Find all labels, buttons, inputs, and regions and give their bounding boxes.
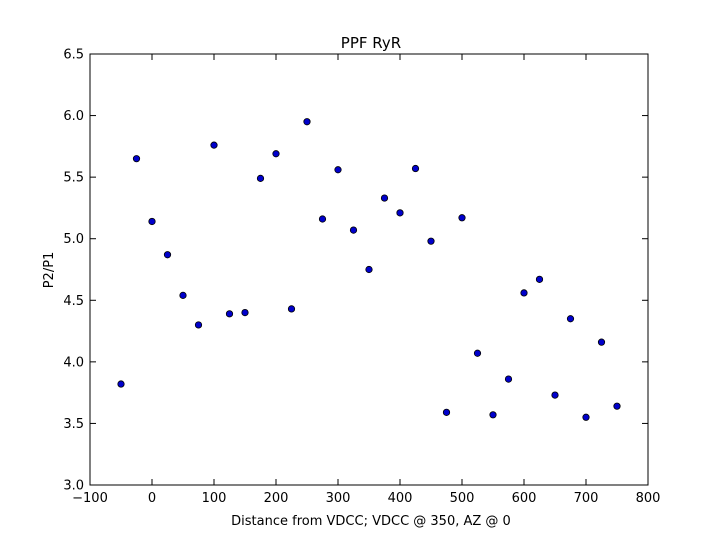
- data-point: [489, 411, 497, 419]
- data-point: [132, 155, 141, 163]
- plot-frame: [89, 53, 649, 486]
- data-point: [473, 349, 482, 357]
- data-point: [287, 305, 296, 313]
- data-point: [303, 118, 311, 126]
- x-axis-label: Distance from VDCC; VDCC @ 350, AZ @ 0: [231, 514, 511, 529]
- x-tick-label: 800: [636, 491, 661, 506]
- data-point: [225, 310, 234, 318]
- chart-title: PPF RyR: [341, 34, 401, 52]
- x-tick-label: 200: [264, 491, 289, 506]
- y-tick-label: 3.0: [63, 479, 84, 494]
- data-point: [566, 315, 575, 323]
- data-point: [349, 226, 358, 234]
- data-point: [504, 375, 513, 383]
- y-tick-label: 4.5: [63, 294, 84, 309]
- data-point: [520, 289, 528, 297]
- y-axis-label: P2/P1: [42, 252, 57, 289]
- data-point: [318, 215, 327, 223]
- data-point: [427, 237, 435, 245]
- x-tick-label: 400: [388, 491, 413, 506]
- data-point: [613, 402, 621, 410]
- x-tick-label: 0: [148, 491, 156, 506]
- data-point: [117, 380, 125, 388]
- data-point: [411, 164, 420, 173]
- data-point: [458, 214, 466, 222]
- data-point: [380, 194, 389, 202]
- data-point: [256, 174, 265, 182]
- data-point: [194, 321, 203, 329]
- y-tick-label: 5.5: [63, 171, 84, 186]
- data-point: [148, 217, 156, 226]
- data-point: [535, 275, 544, 283]
- data-point: [272, 150, 280, 158]
- data-point: [582, 413, 590, 421]
- data-point: [365, 265, 373, 274]
- y-tick-label: 6.5: [63, 48, 84, 63]
- y-tick-label: 3.5: [63, 417, 84, 432]
- data-point: [442, 408, 451, 416]
- data-point: [241, 308, 249, 317]
- y-tick-label: 4.0: [63, 355, 84, 370]
- plot-area: −100 0 100 200 300 400 500 600 700 800 3.0 3.5 4.0 4.…: [63, 48, 660, 507]
- data-point: [551, 391, 559, 399]
- data-point: [163, 251, 172, 259]
- y-tick-label: 6.0: [63, 109, 84, 124]
- x-tick-label: 100: [202, 491, 227, 506]
- y-tick-label: 5.0: [63, 232, 84, 247]
- data-point: [179, 291, 187, 299]
- x-tick-label: −100: [72, 491, 108, 506]
- x-tick-label: 700: [574, 491, 599, 506]
- data-point: [334, 166, 342, 174]
- data-point: [597, 338, 606, 346]
- data-point: [210, 141, 218, 149]
- x-tick-label: 500: [450, 491, 475, 506]
- data-point: [396, 209, 404, 217]
- x-tick-label: 600: [512, 491, 537, 506]
- x-tick-label: 300: [326, 491, 351, 506]
